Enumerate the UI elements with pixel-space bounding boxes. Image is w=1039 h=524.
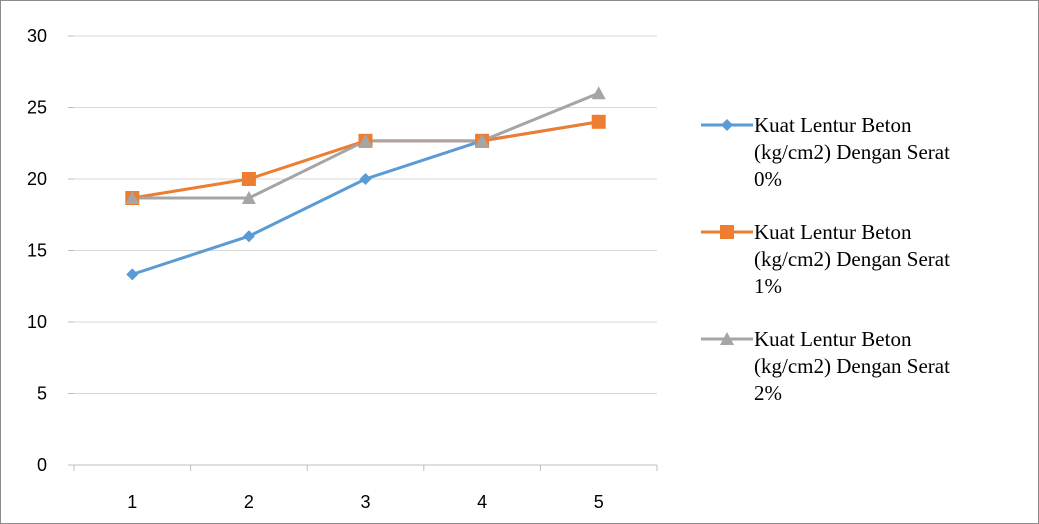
data-point-s2-3 [358, 133, 373, 147]
x-tick-label-3: 3 [360, 492, 370, 512]
legend-label-2-line-0: Kuat Lentur Beton [754, 327, 912, 351]
y-tick-label-10: 10 [27, 312, 47, 332]
legend-label-1-line-1: (kg/cm2) Dengan Serat [754, 247, 950, 271]
data-point-s0-2 [242, 230, 255, 243]
x-tick-label-2: 2 [244, 492, 254, 512]
legend-label-0-line-1: (kg/cm2) Dengan Serat [754, 140, 950, 164]
data-point-s0-1 [126, 268, 139, 281]
data-point-s2-5 [591, 86, 606, 100]
x-tick-label-5: 5 [594, 492, 604, 512]
legend-label-2-line-1: (kg/cm2) Dengan Serat [754, 354, 950, 378]
y-tick-label-20: 20 [27, 169, 47, 189]
legend-label-1-line-0: Kuat Lentur Beton [754, 220, 912, 244]
legend-item-1: Kuat Lentur Beton (kg/cm2) Dengan Serat 1% [701, 220, 950, 298]
legend-swatch-marker-0 [721, 119, 733, 131]
y-tick-label-15: 15 [27, 241, 47, 261]
data-point-s2-2 [241, 191, 256, 205]
x-tick-label-1: 1 [127, 492, 137, 512]
series-markers [125, 86, 606, 281]
x-tick-label-4: 4 [477, 492, 487, 512]
legend-label-1-line-2: 1% [754, 274, 782, 298]
data-point-s1-5 [591, 114, 606, 129]
data-point-s0-3 [359, 173, 372, 185]
legend-swatch-marker-2 [720, 332, 734, 345]
legend: Kuat Lentur Beton (kg/cm2) Dengan Serat 0%… [701, 113, 950, 405]
data-point-s2-4 [475, 133, 490, 147]
gridlines [68, 35, 657, 466]
legend-item-0: Kuat Lentur Beton (kg/cm2) Dengan Serat 0% [701, 113, 950, 191]
legend-label-2-line-2: 2% [754, 381, 782, 405]
y-tick-label-0: 0 [37, 455, 47, 475]
series-line-1 [130, 120, 601, 200]
y-axis-tick-labels: 0 5 10 15 20 25 30 [27, 26, 47, 475]
y-tick-label-30: 30 [27, 26, 47, 46]
data-point-s1-2 [241, 172, 256, 186]
legend-label-0-line-2: 0% [754, 167, 782, 191]
y-tick-label-25: 25 [27, 98, 47, 118]
y-tick-label-5: 5 [37, 384, 47, 404]
legend-item-2: Kuat Lentur Beton (kg/cm2) Dengan Serat 2% [701, 327, 950, 405]
legend-label-0-line-0: Kuat Lentur Beton [754, 113, 912, 137]
x-axis-tick-labels: 1 2 3 4 5 [127, 492, 603, 512]
x-axis [73, 464, 658, 471]
data-point-s2-1 [125, 191, 140, 205]
legend-swatch-marker-1 [720, 225, 734, 239]
